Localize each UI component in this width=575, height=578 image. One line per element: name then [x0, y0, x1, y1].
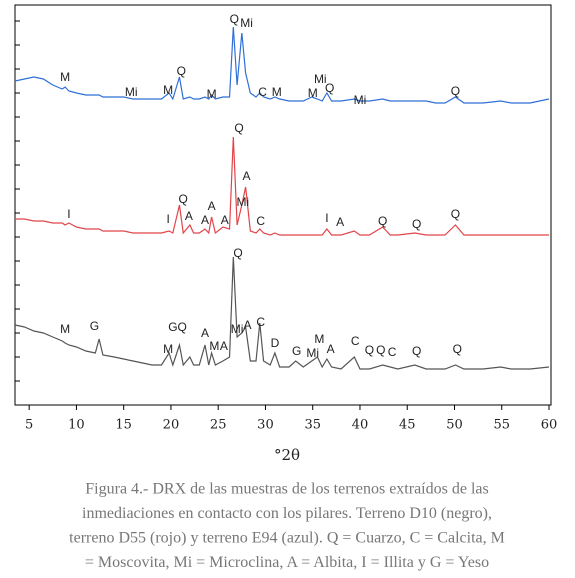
peak-label: M: [272, 85, 282, 99]
peak-label: Q: [325, 81, 334, 95]
peak-label: Mi: [354, 93, 367, 107]
peak-label: A: [201, 326, 209, 340]
peak-label: Q: [451, 207, 460, 221]
peak-label: Mi: [231, 322, 244, 336]
peak-label: Mi: [240, 16, 253, 30]
peak-label: G: [292, 344, 301, 358]
x-tick-label: 50: [446, 418, 463, 433]
peak-label: Q: [451, 84, 460, 98]
x-tick-label: 30: [257, 418, 274, 433]
x-tick-label: 60: [541, 418, 558, 433]
peak-label: Q: [376, 343, 385, 357]
caption-line: = Moscovita, Mi = Microclina, A = Albita…: [85, 554, 489, 571]
peak-label: C: [256, 315, 265, 329]
peak-label: Mi: [306, 346, 319, 360]
x-tick-label: 15: [115, 418, 132, 433]
xrd-trace: [14, 256, 550, 370]
peak-label: M: [314, 332, 324, 346]
x-tick-label: 35: [304, 418, 321, 433]
x-axis-label: °2θ: [274, 446, 300, 464]
peak-label: M: [60, 322, 70, 336]
peak-label: Mi: [236, 195, 249, 209]
peak-label: M: [60, 70, 70, 84]
peak-label: C: [351, 334, 360, 348]
peak-label: Q: [233, 246, 242, 260]
peak-label: Q: [230, 12, 239, 26]
peak-label: M: [207, 87, 217, 101]
peak-label: Q: [177, 64, 186, 78]
peak-label: Q: [179, 192, 188, 206]
peak-label: A: [243, 169, 251, 183]
peak-label: C: [388, 345, 397, 359]
peak-label: A: [336, 215, 344, 229]
caption-line: Figura 4.- DRX de las muestras de los te…: [85, 481, 488, 498]
peak-label: G: [90, 319, 99, 333]
peak-label: C: [256, 214, 265, 228]
x-tick-label: 5: [25, 418, 33, 433]
x-tick-label: 40: [352, 418, 369, 433]
peak-label: Q: [412, 344, 421, 358]
peak-label: C: [258, 85, 267, 99]
peak-label: A: [201, 213, 209, 227]
peak-label: A: [208, 199, 216, 213]
peak-label: I: [166, 212, 169, 226]
x-tick-label: 10: [68, 418, 85, 433]
peak-label: A: [327, 342, 335, 356]
peak-label: D: [271, 336, 280, 350]
x-tick-label: 25: [210, 418, 227, 433]
x-tick-label: 45: [399, 418, 416, 433]
peak-label: M: [308, 86, 318, 100]
peak-label: A: [185, 209, 193, 223]
peak-label: M: [209, 339, 219, 353]
peak-label: A: [243, 318, 251, 332]
peak-label: Mi: [314, 72, 327, 86]
caption-line: inmediaciones en contacto con los pilare…: [82, 505, 492, 522]
peak-label: I: [67, 207, 70, 221]
x-tick-label: 20: [163, 418, 180, 433]
peak-label: M: [163, 342, 173, 356]
peak-label: GQ: [168, 320, 187, 334]
xrd-trace: [15, 136, 549, 236]
peak-label: I: [325, 211, 328, 225]
x-tick-label: 55: [493, 418, 510, 433]
xrd-trace: [14, 26, 550, 104]
peak-label: M: [163, 83, 173, 97]
peak-label: Q: [234, 121, 243, 135]
plot-frame: [14, 4, 552, 406]
peak-label: Mi: [125, 85, 138, 99]
peak-label: A: [221, 213, 229, 227]
peak-label: A: [220, 339, 228, 353]
caption-line: terreno D55 (rojo) y terreno E94 (azul).…: [69, 530, 505, 547]
peak-label: Q: [365, 343, 374, 357]
peak-label: Q: [378, 214, 387, 228]
peak-label: Q: [412, 217, 421, 231]
peak-label: Q: [453, 342, 462, 356]
